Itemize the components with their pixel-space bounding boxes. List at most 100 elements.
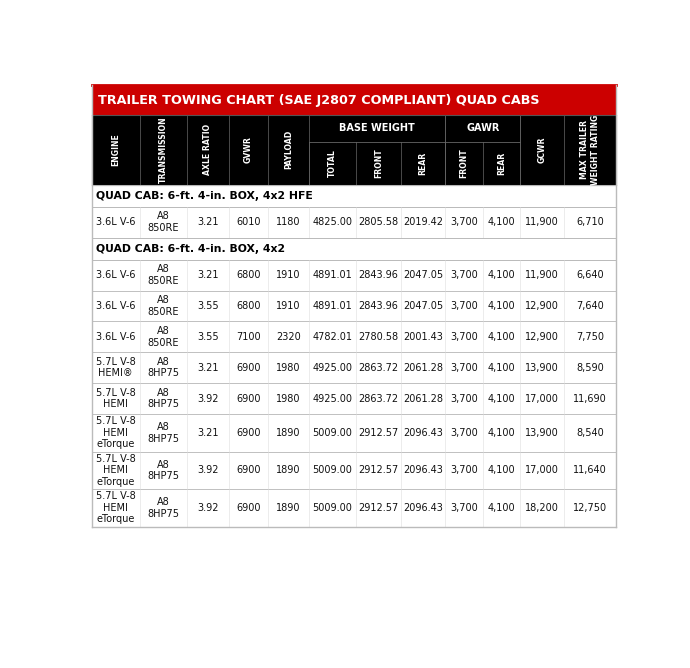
Text: 2805.58: 2805.58 bbox=[358, 217, 398, 227]
Text: A8
8HP75: A8 8HP75 bbox=[147, 357, 179, 379]
Text: 11,900: 11,900 bbox=[525, 270, 559, 280]
Bar bbox=[92, 291, 615, 321]
Text: 12,900: 12,900 bbox=[525, 301, 559, 311]
Bar bbox=[92, 452, 615, 489]
Text: 11,640: 11,640 bbox=[573, 466, 607, 476]
Text: A8
8HP75: A8 8HP75 bbox=[147, 460, 179, 481]
Text: 6,710: 6,710 bbox=[576, 217, 604, 227]
Text: 7,750: 7,750 bbox=[575, 332, 604, 342]
Text: 5009.00: 5009.00 bbox=[313, 503, 353, 513]
Text: A8
850RE: A8 850RE bbox=[148, 326, 179, 347]
Text: 3.21: 3.21 bbox=[197, 363, 219, 373]
Text: 1890: 1890 bbox=[276, 503, 301, 513]
Text: 6900: 6900 bbox=[236, 503, 261, 513]
Text: 17,000: 17,000 bbox=[525, 466, 559, 476]
Text: BASE WEIGHT: BASE WEIGHT bbox=[339, 124, 415, 134]
Text: FRONT: FRONT bbox=[374, 148, 383, 178]
Text: 1980: 1980 bbox=[276, 393, 301, 403]
Text: 13,900: 13,900 bbox=[525, 428, 559, 438]
Text: 2047.05: 2047.05 bbox=[403, 301, 443, 311]
Text: 4,100: 4,100 bbox=[488, 428, 515, 438]
Text: 6800: 6800 bbox=[236, 270, 261, 280]
Text: 4,100: 4,100 bbox=[488, 217, 515, 227]
Text: 6900: 6900 bbox=[236, 466, 261, 476]
Text: 7100: 7100 bbox=[236, 332, 261, 342]
Text: GAWR: GAWR bbox=[466, 124, 500, 134]
Text: 2047.05: 2047.05 bbox=[403, 270, 443, 280]
Bar bbox=[92, 184, 615, 206]
Text: 3,700: 3,700 bbox=[450, 428, 478, 438]
Text: 3.6L V-6: 3.6L V-6 bbox=[96, 217, 135, 227]
Text: 3,700: 3,700 bbox=[450, 393, 478, 403]
Text: 6,640: 6,640 bbox=[576, 270, 604, 280]
Text: A8
8HP75: A8 8HP75 bbox=[147, 497, 179, 518]
Text: REAR: REAR bbox=[497, 152, 506, 174]
Text: 3.21: 3.21 bbox=[197, 217, 219, 227]
Text: 5.7L V-8
HEMI
eTorque: 5.7L V-8 HEMI eTorque bbox=[96, 416, 135, 450]
Text: 2096.43: 2096.43 bbox=[403, 428, 443, 438]
Text: A8
850RE: A8 850RE bbox=[148, 211, 179, 233]
Text: 4,100: 4,100 bbox=[488, 332, 515, 342]
Text: QUAD CAB: 6-ft. 4-in. BOX, 4x2 HFE: QUAD CAB: 6-ft. 4-in. BOX, 4x2 HFE bbox=[96, 190, 313, 200]
Text: REAR: REAR bbox=[418, 152, 427, 174]
Text: 7,640: 7,640 bbox=[576, 301, 604, 311]
Text: 11,900: 11,900 bbox=[525, 217, 559, 227]
Text: 3,700: 3,700 bbox=[450, 363, 478, 373]
Bar bbox=[92, 115, 615, 184]
Text: TRAILER TOWING CHART (SAE J2807 COMPLIANT) QUAD CABS: TRAILER TOWING CHART (SAE J2807 COMPLIAN… bbox=[98, 94, 540, 107]
Text: 3.92: 3.92 bbox=[197, 393, 219, 403]
Text: 4,100: 4,100 bbox=[488, 270, 515, 280]
Text: 2780.58: 2780.58 bbox=[358, 332, 398, 342]
Text: 3,700: 3,700 bbox=[450, 332, 478, 342]
Text: 3.6L V-6: 3.6L V-6 bbox=[96, 270, 135, 280]
Text: 3,700: 3,700 bbox=[450, 466, 478, 476]
Text: QUAD CAB: 6-ft. 4-in. BOX, 4x2: QUAD CAB: 6-ft. 4-in. BOX, 4x2 bbox=[96, 244, 285, 254]
Text: 4,100: 4,100 bbox=[488, 503, 515, 513]
Text: GVWR: GVWR bbox=[244, 136, 253, 163]
Text: 1980: 1980 bbox=[276, 363, 301, 373]
Text: 3,700: 3,700 bbox=[450, 503, 478, 513]
Text: 3,700: 3,700 bbox=[450, 270, 478, 280]
Text: 5009.00: 5009.00 bbox=[313, 428, 353, 438]
Text: 3.92: 3.92 bbox=[197, 466, 219, 476]
Text: A8
850RE: A8 850RE bbox=[148, 265, 179, 286]
Text: 2320: 2320 bbox=[276, 332, 301, 342]
Text: AXLE RATIO: AXLE RATIO bbox=[204, 124, 213, 176]
Text: 4925.00: 4925.00 bbox=[313, 393, 353, 403]
Bar bbox=[92, 206, 615, 238]
Bar bbox=[92, 414, 615, 452]
Text: 2863.72: 2863.72 bbox=[358, 393, 398, 403]
Text: 2001.43: 2001.43 bbox=[403, 332, 443, 342]
Text: PAYLOAD: PAYLOAD bbox=[284, 130, 293, 170]
Text: 4,100: 4,100 bbox=[488, 393, 515, 403]
Text: 3.92: 3.92 bbox=[197, 503, 219, 513]
Text: 6900: 6900 bbox=[236, 393, 261, 403]
Text: 8,590: 8,590 bbox=[576, 363, 604, 373]
Text: 4,100: 4,100 bbox=[488, 301, 515, 311]
Bar bbox=[92, 260, 615, 291]
Text: 4782.01: 4782.01 bbox=[313, 332, 353, 342]
Text: 4,100: 4,100 bbox=[488, 363, 515, 373]
Text: 2843.96: 2843.96 bbox=[358, 301, 398, 311]
Text: 6900: 6900 bbox=[236, 363, 261, 373]
Text: A8
8HP75: A8 8HP75 bbox=[147, 387, 179, 409]
Text: GCWR: GCWR bbox=[538, 136, 546, 163]
Text: TOTAL: TOTAL bbox=[328, 149, 337, 177]
Text: 2096.43: 2096.43 bbox=[403, 466, 443, 476]
Text: 6800: 6800 bbox=[236, 301, 261, 311]
Text: 1180: 1180 bbox=[276, 217, 301, 227]
Text: 4925.00: 4925.00 bbox=[313, 363, 353, 373]
Text: 3,700: 3,700 bbox=[450, 217, 478, 227]
Text: 3.6L V-6: 3.6L V-6 bbox=[96, 332, 135, 342]
Text: 4891.01: 4891.01 bbox=[313, 270, 353, 280]
Bar bbox=[92, 238, 615, 260]
Text: 3.6L V-6: 3.6L V-6 bbox=[96, 301, 135, 311]
Text: 2061.28: 2061.28 bbox=[403, 363, 443, 373]
Text: 4,100: 4,100 bbox=[488, 466, 515, 476]
Text: 3.55: 3.55 bbox=[197, 332, 219, 342]
Text: 1890: 1890 bbox=[276, 466, 301, 476]
Text: 2912.57: 2912.57 bbox=[358, 466, 398, 476]
Text: 1910: 1910 bbox=[276, 270, 301, 280]
Text: A8
8HP75: A8 8HP75 bbox=[147, 422, 179, 444]
Text: 12,750: 12,750 bbox=[573, 503, 607, 513]
